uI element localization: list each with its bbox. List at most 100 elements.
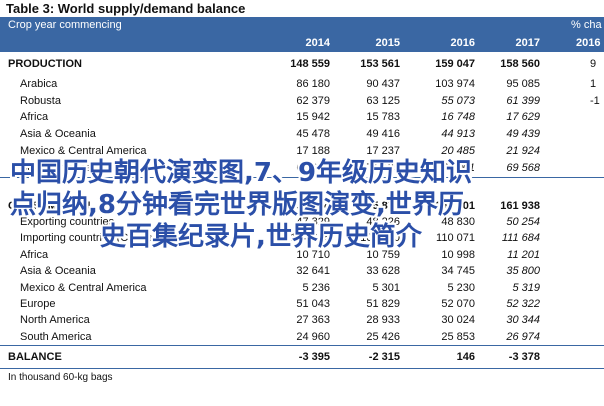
- value-cell: 20 485: [441, 144, 475, 157]
- row-label: North America: [20, 314, 90, 327]
- value-cell: 48 226: [366, 216, 400, 228]
- year-extra: 2016: [576, 37, 601, 49]
- value-cell: 50 254: [506, 216, 540, 228]
- value-cell: 47 329: [296, 216, 330, 228]
- table-footnote: In thousand 60-kg bags: [8, 372, 113, 383]
- value-cell: 32 641: [296, 265, 330, 278]
- value-cell: 146: [456, 351, 475, 363]
- value-cell: 153 561: [360, 58, 400, 70]
- table-row: Asia & Oceania 32 641 33 628 34 745 35 800: [0, 263, 604, 279]
- row-label: Robusta: [20, 94, 61, 107]
- value-cell: 35 800: [506, 265, 540, 278]
- table-row: Mexico & Central America 17 188 17 237 20 4…: [0, 143, 604, 159]
- table-row: North America 27 363 28 933 30 024 30 344: [0, 312, 604, 328]
- value-cell: -1: [590, 94, 600, 107]
- value-cell: 69 568: [506, 161, 540, 174]
- table-row: Arabica 86 180 90 437 103 974 95 085 1: [0, 76, 604, 92]
- value-cell: 49 416: [366, 128, 400, 141]
- value-cell: 69 951: [296, 161, 330, 174]
- value-cell: 90 437: [366, 78, 400, 90]
- value-cell: 15 942: [296, 111, 330, 124]
- table-row: Asia & Oceania 45 478 49 416 44 913 49 439: [0, 126, 604, 142]
- consumption-total-row: CONSUMPTION 151 954 155 876 158 901 161 …: [0, 198, 604, 214]
- production-label: PRODUCTION: [8, 58, 82, 70]
- value-cell: 11 201: [507, 248, 540, 261]
- value-cell: 76 901: [441, 161, 475, 174]
- row-label: Africa: [20, 111, 49, 124]
- value-cell: 111 684: [501, 232, 540, 245]
- value-cell: 158 901: [435, 200, 475, 212]
- value-cell: 5 301: [372, 281, 400, 294]
- divider: [0, 345, 604, 346]
- table-row: South America 69 951 71 125 76 901 69 568: [0, 160, 604, 176]
- value-cell: 33 628: [366, 265, 400, 278]
- value-cell: 30 344: [506, 314, 540, 327]
- value-cell: 103 974: [435, 78, 475, 90]
- value-cell: 107 650: [360, 232, 400, 245]
- value-cell: 55 073: [441, 94, 475, 107]
- value-cell: 34 745: [441, 265, 475, 278]
- table-row: Importing countries (Coffee Years) 104 62…: [0, 230, 604, 246]
- value-cell: 159 047: [435, 58, 475, 70]
- value-cell: 62 379: [296, 94, 330, 107]
- value-cell: 51 043: [296, 298, 330, 310]
- header-row-crop-year: Crop year commencing % cha: [0, 17, 604, 34]
- value-cell: 52 322: [506, 298, 540, 310]
- value-cell: 52 070: [441, 298, 475, 310]
- value-cell: 148 559: [290, 58, 330, 70]
- row-label: South America: [20, 330, 92, 343]
- row-label: Importing countries (Coffee Years): [20, 232, 187, 245]
- value-cell: 61 399: [506, 94, 540, 107]
- value-cell: 17 188: [296, 144, 330, 157]
- table-row: Exporting countries 47 329 48 226 48 830 50 …: [0, 214, 604, 230]
- pct-change-label: % cha: [571, 19, 602, 31]
- value-cell: 48 830: [441, 216, 475, 228]
- production-total-row: PRODUCTION 148 559 153 561 159 047 158 5…: [0, 56, 604, 72]
- year-2014: 2014: [305, 37, 330, 49]
- value-cell: 17 237: [366, 144, 400, 157]
- value-cell: 104 625: [290, 232, 330, 245]
- value-cell: 28 933: [366, 314, 400, 327]
- value-cell: 110 071: [436, 232, 475, 245]
- value-cell: 44 913: [441, 128, 475, 141]
- watermark-line-3: 史百集纪录片,世界历史简介: [100, 222, 422, 252]
- table-row: Africa 15 942 15 783 16 748 17 629: [0, 109, 604, 125]
- value-cell: -3 378: [508, 351, 540, 363]
- watermark-line-1: 中国历史朝代演变图,7、9年级历史知识: [10, 158, 473, 188]
- value-cell: 158 560: [500, 58, 540, 70]
- watermark-line-2: 点归纳,8分钟看完世界版图演变,世界历: [10, 190, 464, 220]
- crop-year-label: Crop year commencing: [8, 19, 122, 31]
- row-label: Asia & Oceania: [20, 128, 96, 141]
- value-cell: 27 363: [296, 314, 330, 327]
- value-cell: 21 924: [506, 144, 540, 157]
- value-cell: 10 710: [296, 248, 330, 261]
- row-label: Arabica: [20, 78, 58, 90]
- divider: [0, 368, 604, 369]
- table-title: Table 3: World supply/demand balance: [0, 0, 604, 17]
- row-label: Mexico & Central America: [20, 281, 147, 294]
- header-row-years: 2014 2015 2016 2017 2016: [0, 34, 604, 52]
- value-cell: 30 024: [441, 314, 475, 327]
- value-cell: 151 954: [290, 200, 330, 212]
- value-cell: 10 998: [441, 248, 475, 261]
- balance-row: BALANCE -3 395 -2 315 146 -3 378: [0, 349, 604, 365]
- table-row: Europe 51 043 51 829 52 070 52 322: [0, 296, 604, 312]
- value-cell: 155 876: [360, 200, 400, 212]
- value-cell: 5 236: [302, 281, 330, 294]
- year-2015: 2015: [375, 37, 400, 49]
- value-cell: 63 125: [366, 94, 400, 107]
- table-row: Africa 10 710 10 759 10 998 11 201: [0, 247, 604, 263]
- year-2016: 2016: [450, 37, 475, 49]
- divider: [0, 177, 604, 178]
- value-cell: 51 829: [366, 298, 400, 310]
- value-cell: 24 960: [296, 330, 330, 343]
- value-cell: 25 853: [441, 330, 475, 343]
- value-cell: 16 748: [441, 111, 475, 124]
- value-cell: 161 938: [500, 200, 540, 212]
- table-row: Mexico & Central America 5 236 5 301 5 230 5…: [0, 280, 604, 296]
- value-cell: 45 478: [296, 128, 330, 141]
- value-cell: 49 439: [506, 128, 540, 141]
- value-cell: 25 426: [366, 330, 400, 343]
- value-cell: 26 974: [506, 330, 540, 343]
- row-label: Europe: [20, 298, 56, 310]
